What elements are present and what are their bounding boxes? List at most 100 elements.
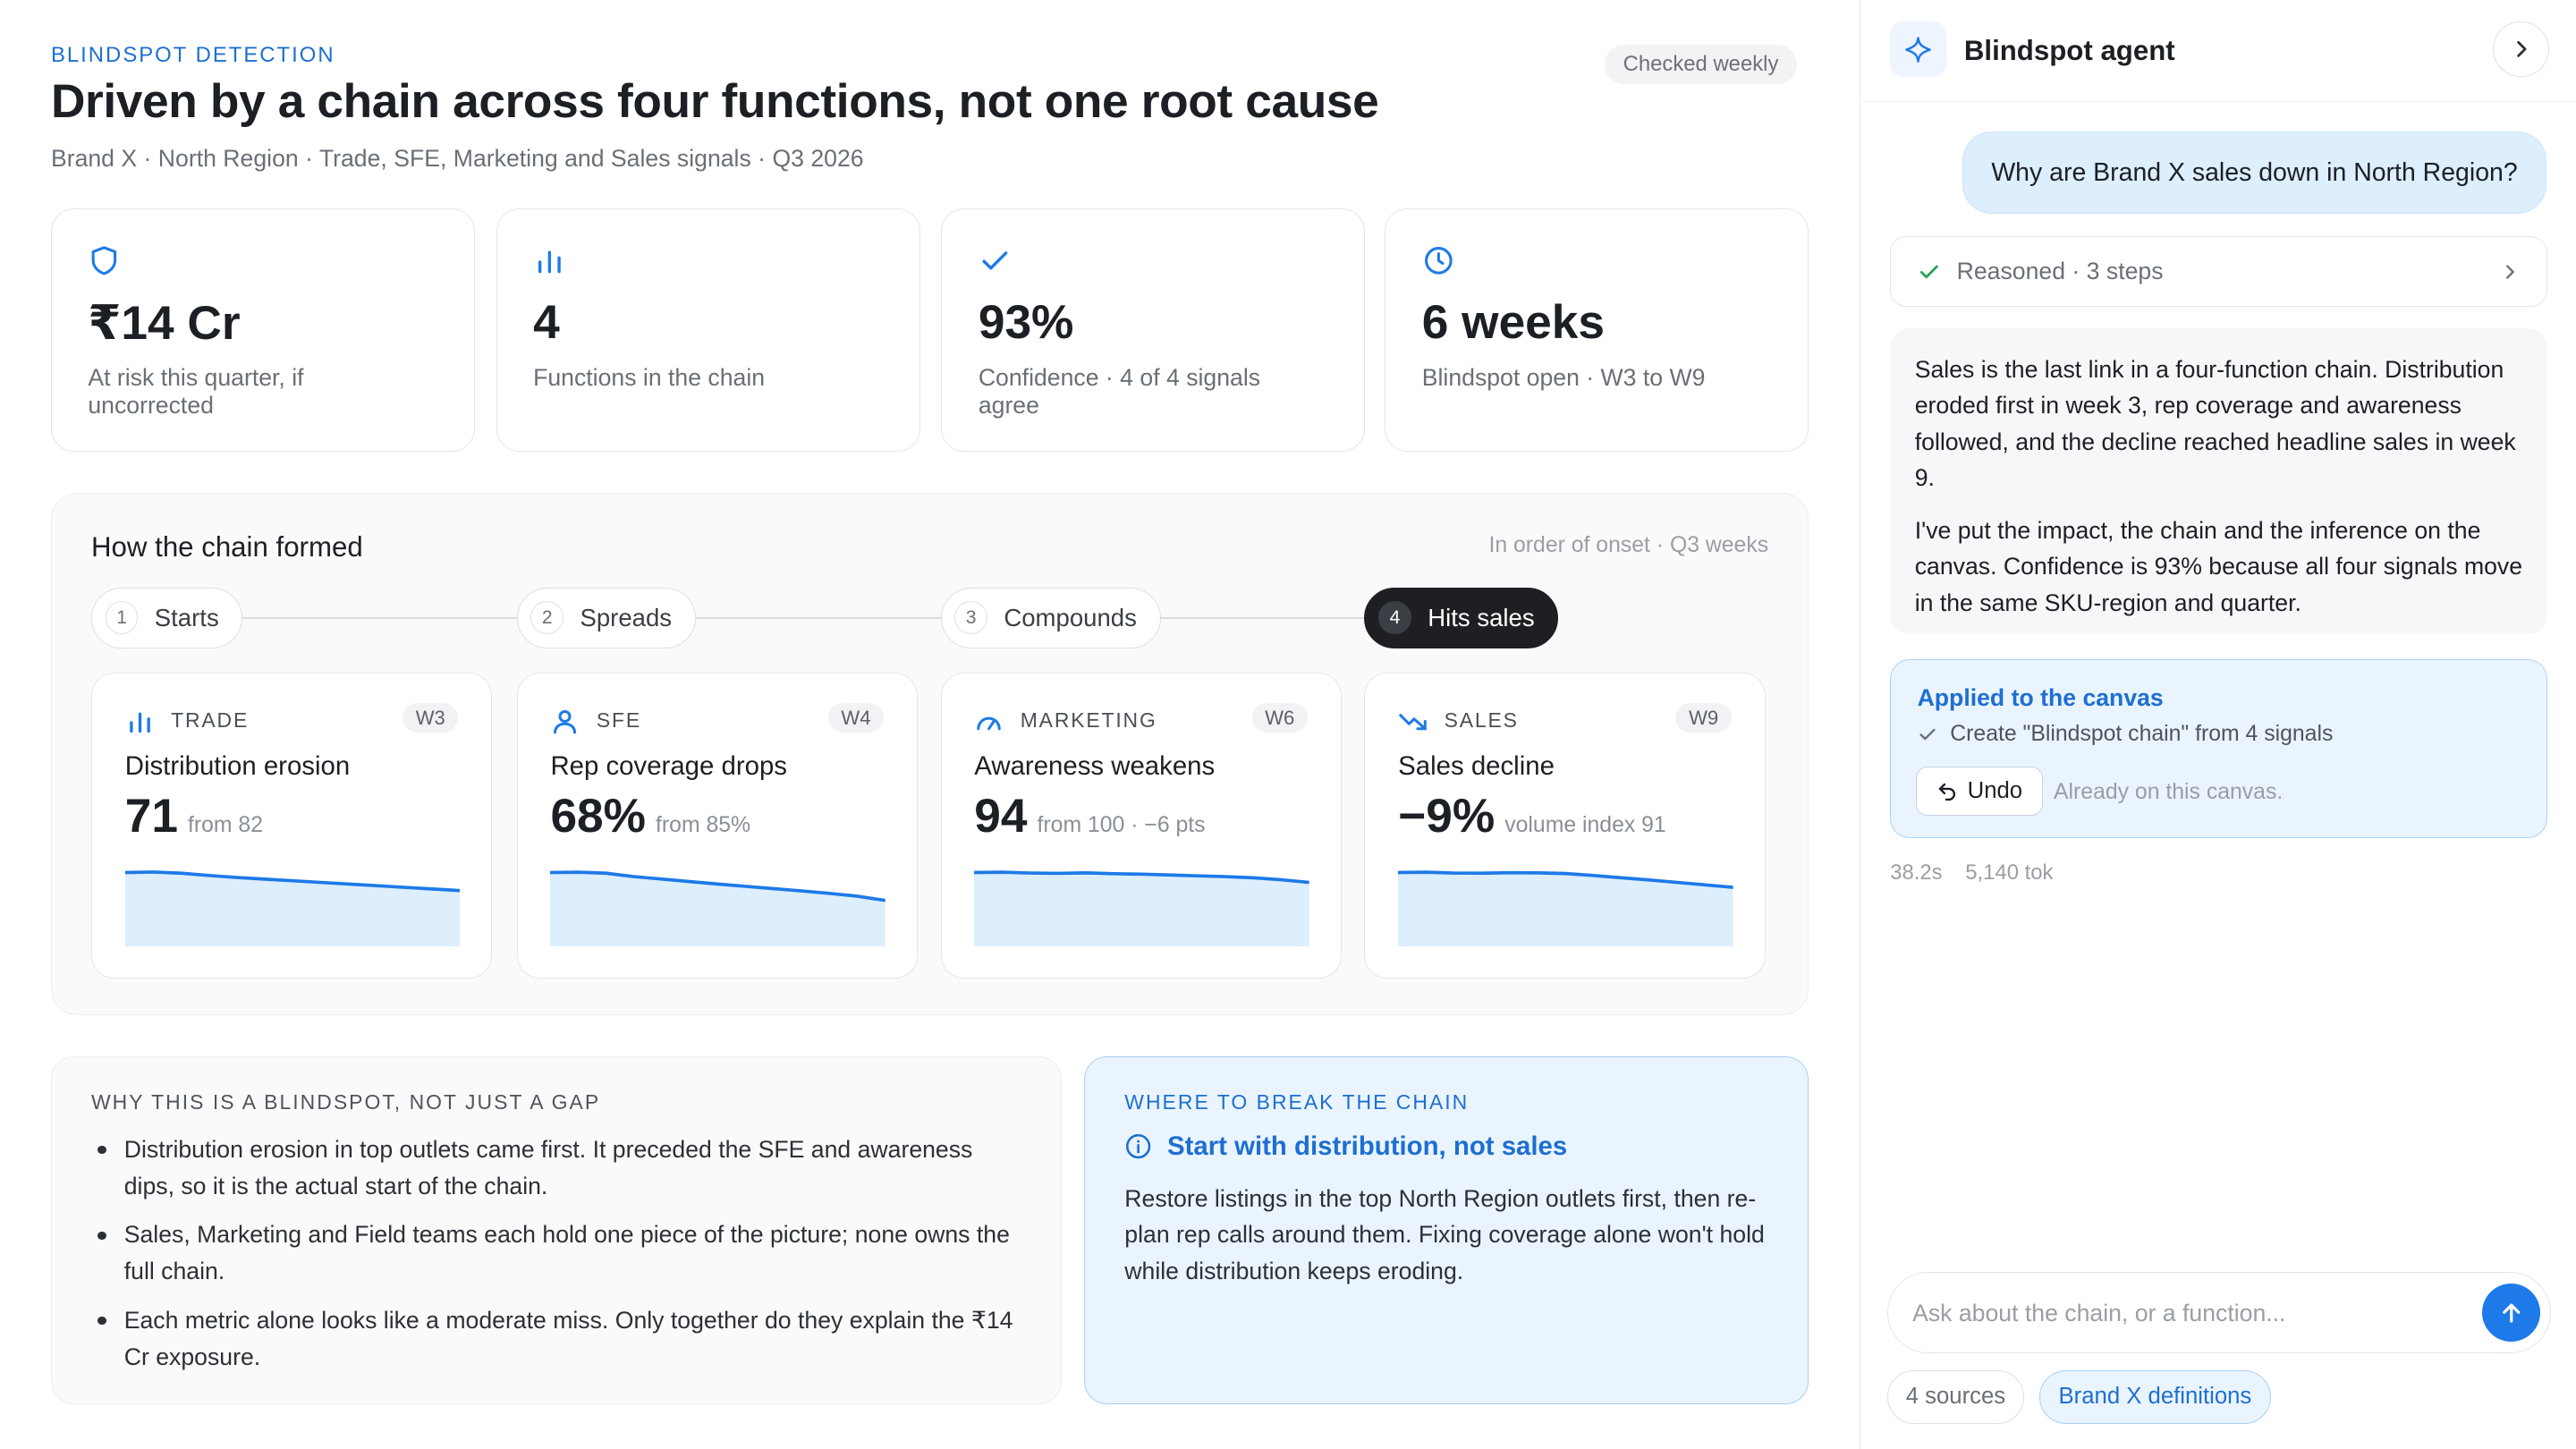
- agent-answer: Sales is the last link in a four-functio…: [1890, 328, 2547, 634]
- kpi-card-at-risk: ₹14 Cr At risk this quarter, if uncorrec…: [50, 208, 475, 453]
- sparkline-sfe: [550, 870, 886, 947]
- send-button[interactable]: [2482, 1284, 2540, 1342]
- step-number: 2: [530, 601, 564, 635]
- check-icon: [982, 251, 1008, 270]
- chain-panel: How the chain formed In order of onset ·…: [50, 493, 1809, 1016]
- function-baseline: volume index 91: [1504, 812, 1666, 837]
- function-value-row: −9% volume index 91: [1398, 789, 1666, 843]
- kpi-label: At risk this quarter, if uncorrected: [88, 363, 304, 419]
- kpi-value: 93%: [978, 295, 1074, 349]
- kpi-card-functions: 4 Functions in the chain: [496, 208, 920, 453]
- applied-to-canvas-card: Applied to the canvas Create "Blindspot …: [1890, 658, 2547, 838]
- week-badge: W4: [827, 703, 885, 733]
- why-bullet: Each metric alone looks like a moderate …: [91, 1302, 1028, 1377]
- answer-paragraph: I've put the impact, the chain and the i…: [1914, 517, 2523, 616]
- function-title: Distribution erosion: [124, 750, 351, 781]
- function-value: 68%: [550, 789, 647, 843]
- why-blindspot-panel: WHY THIS IS A BLINDSPOT, NOT JUST A GAP …: [50, 1055, 1062, 1405]
- function-title: Rep coverage drops: [550, 750, 787, 781]
- page-title: Driven by a chain across four functions,…: [50, 74, 1379, 128]
- sparkline-area: [1398, 872, 1733, 947]
- clock-icon: [1424, 246, 1453, 275]
- undo-icon: [1938, 783, 1955, 801]
- function-name: SFE: [596, 708, 641, 732]
- undo-label: Undo: [1967, 777, 2023, 803]
- status-badge: Checked weekly: [1605, 44, 1797, 84]
- token-count: 5,140 tok: [1965, 860, 2054, 886]
- step-starts[interactable]: 1 Starts: [91, 587, 243, 648]
- page-subtitle: Brand X · North Region · Trade, SFE, Mar…: [50, 144, 864, 172]
- why-bullet: Sales, Marketing and Field teams each ho…: [91, 1216, 1028, 1291]
- break-chain-panel: WHERE TO BREAK THE CHAIN Start with dist…: [1084, 1055, 1809, 1405]
- kpi-value: 4: [533, 295, 560, 349]
- undo-button[interactable]: Undo: [1915, 766, 2044, 816]
- step-hits-sales[interactable]: 4 Hits sales: [1364, 587, 1559, 648]
- applied-title: Applied to the canvas: [1917, 684, 2164, 712]
- step-compounds[interactable]: 3 Compounds: [940, 587, 1161, 648]
- why-heading: WHY THIS IS A BLINDSPOT, NOT JUST A GAP: [91, 1089, 601, 1114]
- function-title: Sales decline: [1398, 750, 1555, 781]
- function-card-sfe[interactable]: SFE W4 Rep coverage drops 68% from 85%: [516, 673, 918, 979]
- kpi-label: Functions in the chain: [533, 363, 766, 391]
- sparkline-line: [974, 870, 1309, 885]
- kpi-card-weeks-open: 6 weeks Blindspot open · W3 to W9: [1385, 208, 1809, 453]
- chat-input[interactable]: [1912, 1292, 2455, 1335]
- info-icon: [1126, 1133, 1151, 1159]
- function-card-trade[interactable]: TRADE W3 Distribution erosion 71 from 82: [91, 673, 493, 979]
- agent-name: Blindspot agent: [1963, 34, 2175, 66]
- break-title: Start with distribution, not sales: [1167, 1131, 1568, 1161]
- function-value-row: 68% from 85%: [550, 789, 750, 843]
- kpi-value: ₹14 Cr: [88, 296, 241, 350]
- function-baseline: from 85%: [656, 812, 751, 837]
- trend-down-icon: [1399, 714, 1427, 731]
- function-baseline: from 100 · −6 pts: [1037, 812, 1206, 837]
- chain-title: How the chain formed: [91, 531, 363, 564]
- bar-chart-icon: [129, 712, 150, 733]
- function-name: TRADE: [171, 708, 250, 732]
- step-label: Starts: [154, 603, 219, 631]
- function-card-sales[interactable]: SALES W9 Sales decline −9% volume index 9…: [1364, 673, 1766, 979]
- reasoning-toggle[interactable]: Reasoned · 3 steps: [1890, 236, 2547, 308]
- sparkle-icon: [1890, 21, 1946, 78]
- sparkline-marketing: [974, 870, 1309, 947]
- function-name: MARKETING: [1020, 708, 1157, 732]
- agent-sidebar: Blindspot agent Why are Brand X sales do…: [1860, 0, 2576, 1449]
- shield-icon: [91, 246, 117, 275]
- kpi-label: Confidence · 4 of 4 signals agree: [978, 363, 1261, 419]
- function-value: 71: [124, 789, 178, 843]
- sparkline-area: [974, 872, 1309, 947]
- sparkline-sales: [1398, 870, 1733, 947]
- collapse-sidebar-button[interactable]: [2493, 21, 2549, 78]
- chevron-right-icon: [2516, 41, 2527, 57]
- break-heading: WHERE TO BREAK THE CHAIN: [1124, 1089, 1470, 1114]
- bar-chart-icon: [538, 250, 561, 274]
- week-badge: W6: [1251, 703, 1308, 733]
- reasoning-label: Reasoned · 3 steps: [1956, 258, 2164, 285]
- sparkline-line: [550, 870, 886, 902]
- step-spreads[interactable]: 2 Spreads: [516, 587, 696, 648]
- why-list: Distribution erosion in top outlets came…: [91, 1131, 1028, 1388]
- kpi-label: Blindspot open · W3 to W9: [1421, 363, 1706, 391]
- sources-chip[interactable]: 4 sources: [1886, 1369, 2025, 1425]
- already-note: Already on this canvas.: [2054, 779, 2284, 804]
- function-value: −9%: [1398, 789, 1496, 843]
- section-eyebrow: BLINDSPOT DETECTION: [50, 42, 335, 67]
- kpi-card-confidence: 93% Confidence · 4 of 4 signals agree: [941, 208, 1366, 453]
- sparkline-line: [1398, 870, 1733, 889]
- function-baseline: from 82: [187, 812, 263, 837]
- function-name: SALES: [1444, 708, 1519, 732]
- kpi-value: 6 weeks: [1421, 295, 1606, 349]
- applied-item: Create "Blindspot chain" from 4 signals: [1918, 722, 2333, 747]
- chat-input-box: [1886, 1271, 2551, 1354]
- function-card-marketing[interactable]: MARKETING W6 Awareness weakens 94 from 10…: [940, 673, 1342, 979]
- brand-definitions-chip[interactable]: Brand X definitions: [2039, 1369, 2271, 1425]
- function-title: Awareness weakens: [974, 750, 1216, 781]
- chevron-right-icon: [2506, 265, 2515, 279]
- main-canvas: BLINDSPOT DETECTION Driven by a chain ac…: [50, 42, 1809, 1405]
- gauge-icon: [977, 716, 1002, 731]
- why-bullet: Distribution erosion in top outlets came…: [91, 1131, 1028, 1206]
- week-badge: W3: [402, 703, 459, 733]
- answer-paragraph: Sales is the last link in a four-functio…: [1914, 356, 2516, 492]
- user-message: Why are Brand X sales down in North Regi…: [1962, 131, 2546, 214]
- arrow-up-icon: [2502, 1303, 2521, 1323]
